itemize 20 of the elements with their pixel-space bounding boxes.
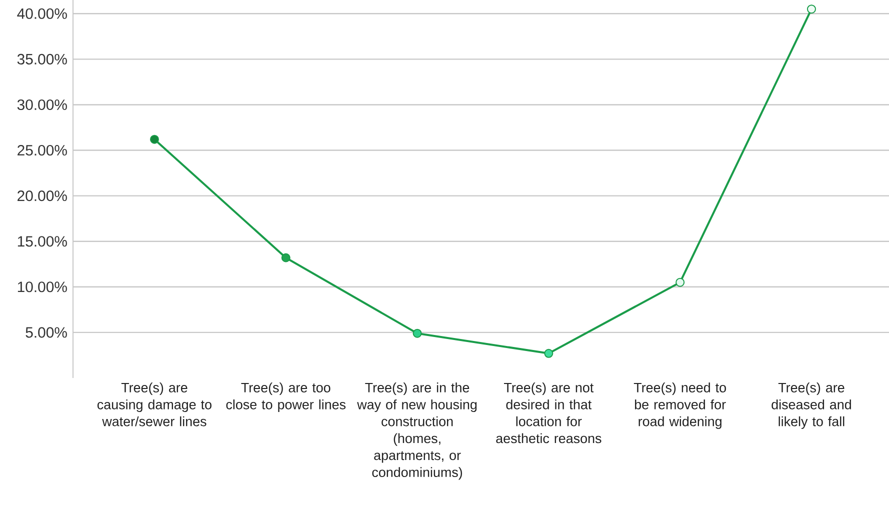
y-tick-label: 5.00% <box>26 327 67 338</box>
y-tick-label: 30.00% <box>17 99 67 110</box>
point <box>544 348 554 358</box>
x-tick-label: Tree(s) are diseased and likely to fall <box>772 382 851 429</box>
x-tick-label: Tree(s) are too close to power lines <box>226 382 346 412</box>
x-tick-label: Tree(s) are in the way of new housing construction (homes, apartments, or condominiums) <box>357 382 477 480</box>
x-tick-label: Tree(s) need to be removed for road widening <box>634 382 726 429</box>
y-tick-label: 15.00% <box>18 236 67 247</box>
point <box>281 253 290 262</box>
y-tick-label: 40.00% <box>17 8 67 19</box>
point <box>412 328 422 338</box>
x-tick-label: Tree(s) are not desired in that location for aesthetic reasons <box>496 382 602 444</box>
y-tick-label: 25.00% <box>18 144 67 156</box>
point <box>676 278 685 287</box>
x-tick-label: Tree(s) are causing damage to water/sewer lines <box>97 382 212 426</box>
point <box>806 4 816 14</box>
y-tick-label: 20.00% <box>18 190 67 202</box>
y-tick-label: 35.00% <box>17 54 67 64</box>
y-tick-label: 10.00% <box>18 282 67 292</box>
point <box>150 134 159 144</box>
